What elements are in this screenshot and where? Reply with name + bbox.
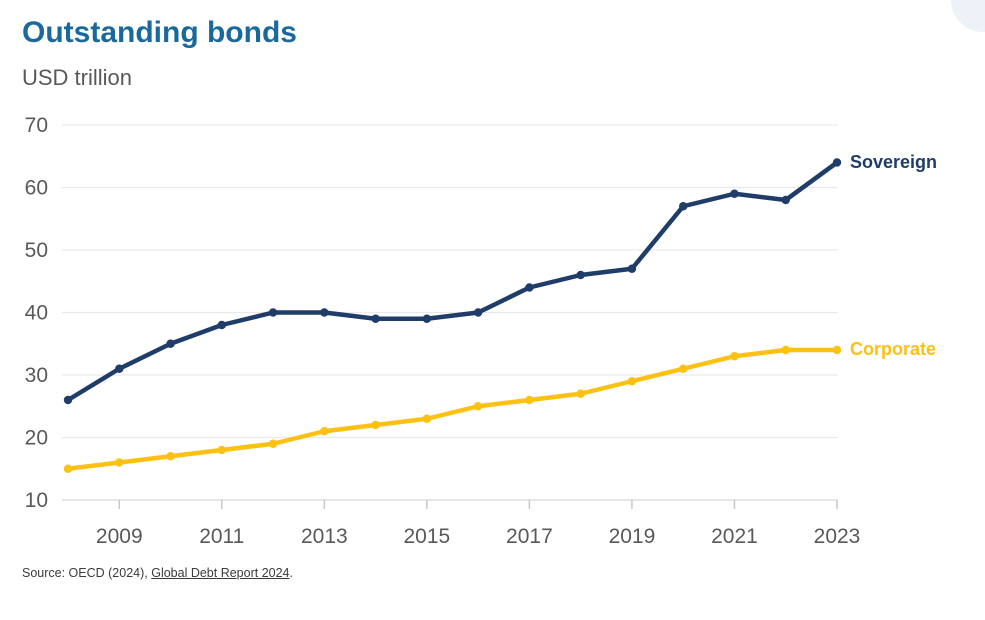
x-tick-label-2017: 2017 [506, 525, 553, 548]
x-tick-label-2013: 2013 [301, 525, 348, 548]
corporate-point-2022 [781, 345, 790, 355]
corporate-point-2008 [63, 464, 73, 473]
x-tick-label-2021: 2021 [711, 525, 758, 548]
corporate-point-2009 [115, 458, 124, 467]
corporate-point-2020 [679, 364, 688, 373]
corporate-point-2023 [832, 345, 842, 355]
x-tick-label-2011: 2011 [199, 525, 244, 548]
sovereign-point-2009 [115, 364, 124, 373]
sovereign-point-2013 [320, 308, 329, 317]
source-link[interactable]: Global Debt Report 2024 [151, 566, 290, 580]
source-suffix-text: . [289, 566, 293, 580]
y-tick-label-20: 20 [25, 427, 48, 450]
series-label-sovereign: Sovereign [850, 151, 938, 172]
chart-title: Outstanding bonds [22, 16, 297, 49]
series-label-corporate: Corporate [850, 339, 937, 359]
corporate-point-2019 [627, 377, 637, 386]
corporate-point-2013 [320, 427, 329, 436]
sovereign-point-2017 [525, 283, 534, 292]
sovereign-point-2010 [166, 339, 175, 348]
sovereign-point-2018 [576, 270, 585, 280]
corporate-point-2017 [525, 395, 534, 405]
chart-subtitle: USD trillion [22, 65, 133, 90]
y-tick-label-60: 60 [25, 177, 48, 200]
source-note: Source: OECD (2024), Global Debt Report … [22, 566, 293, 580]
sovereign-point-2016 [473, 308, 483, 317]
source-prefix-text: Source: OECD (2024), [22, 566, 152, 580]
corporate-point-2018 [576, 389, 585, 398]
corporate-point-2010 [166, 452, 175, 461]
sovereign-point-2011 [217, 320, 226, 330]
y-tick-label-70: 70 [25, 114, 48, 137]
corporate-point-2011 [217, 445, 226, 455]
x-tick-label-2015: 2015 [404, 525, 451, 548]
x-tick-label-2009: 2009 [96, 525, 143, 548]
sovereign-line [65, 160, 840, 403]
sovereign-point-2019 [627, 264, 637, 273]
corporate-point-2012 [268, 439, 278, 448]
corporate-point-2021 [730, 352, 739, 361]
corporate-point-2016 [473, 402, 483, 411]
corporate-point-2015 [422, 414, 432, 423]
y-tick-label-10: 10 [25, 489, 48, 512]
y-tick-label-50: 50 [25, 239, 48, 262]
corporate-point-2014 [371, 420, 380, 430]
gridlines-group [62, 124, 838, 501]
sovereign-point-2021 [730, 189, 739, 198]
sovereign-point-2012 [268, 308, 278, 317]
x-tick-label-2023: 2023 [814, 525, 861, 548]
axes-group: 10 20 30 40 50 60 70 2009 2011 2013 2015 2017 2019 20… [25, 114, 861, 548]
sovereign-point-2008 [63, 395, 73, 405]
y-tick-label-40: 40 [25, 302, 48, 325]
sovereign-point-2014 [371, 314, 380, 323]
sovereign-point-2020 [679, 202, 688, 211]
x-tick-label-2019: 2019 [609, 525, 656, 548]
sovereign-point-2015 [422, 314, 432, 323]
sovereign-point-2022 [781, 195, 790, 205]
series-group [63, 158, 842, 473]
sovereign-point-2023 [832, 158, 842, 167]
y-tick-label-30: 30 [25, 364, 48, 387]
corporate-line [65, 347, 840, 471]
